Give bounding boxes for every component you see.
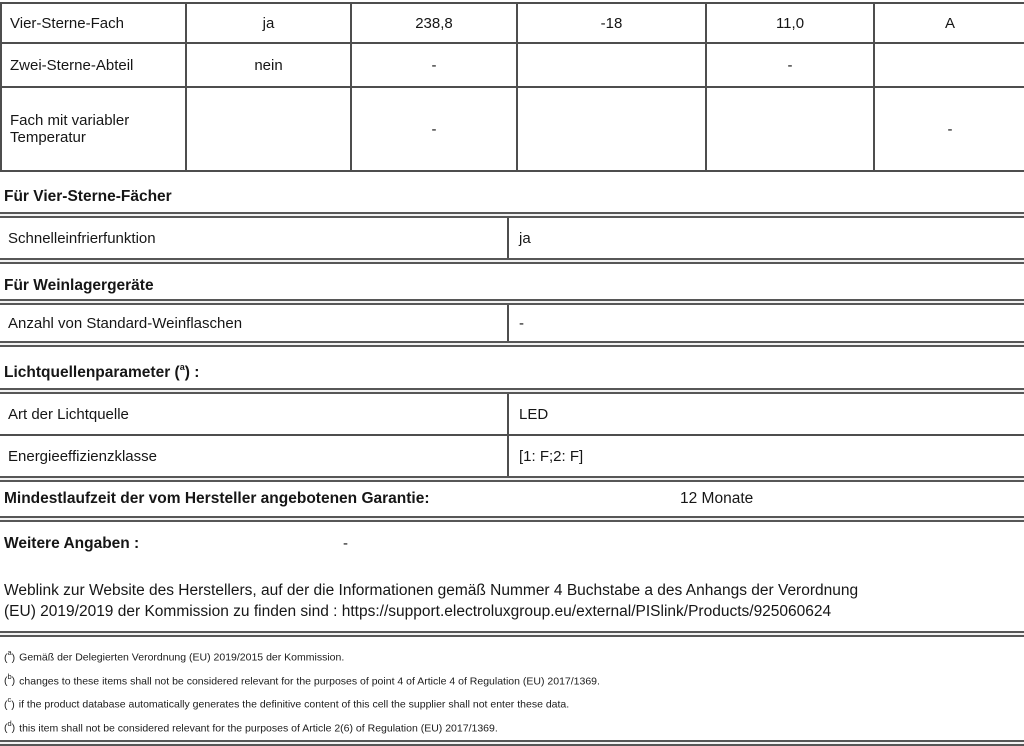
divider [0,631,1024,638]
section-heading-wine: Für Weinlagergeräte [4,277,154,294]
table-row-variable-temp: Fach mit variabler Temperatur - - [0,86,1024,172]
footnotes: (a) Gemäß der Delegierten Verordnung (EU)… [0,644,1024,738]
weblink-line: (EU) 2019/2019 der Kommission zu finden … [4,603,832,621]
guarantee-value: 12 Monate [680,490,754,508]
cell-value [185,86,352,172]
footnote-marker: (d) [4,718,16,735]
cell-value: ja [185,2,352,44]
footnote-d: (d) this item shall not be considered rel… [4,715,1024,739]
divider [0,341,1024,347]
row-guarantee: Mindestlaufzeit der vom Hersteller angeb… [0,482,1024,516]
heading-superscript: a [179,362,185,372]
weblink-line: Weblink zur Website des Herstellers, auf… [4,582,859,600]
cell-value: - [873,86,1024,172]
manufacturer-weblink-text: Weblink zur Website des Herstellers, auf… [0,580,1024,622]
row-label: Fach mit variabler Temperatur [0,86,187,172]
row-wine-bottles: Anzahl von Standard-Weinflaschen - [0,305,1024,341]
divider [0,516,1024,523]
divider [0,388,1024,395]
cell-value [516,42,707,88]
footnote-marker: (b) [4,671,16,688]
footnote-marker: (c) [4,695,15,711]
heading-text: ) : [184,364,200,382]
footnote-c: (c) if the product database automatically… [4,691,1024,715]
cell-value: - [350,86,518,172]
divider [0,740,1024,746]
row-label: Anzahl von Standard-Weinflaschen [8,314,243,332]
row-energy-class: Energieeffizienzklasse [1: F;2: F] [0,436,1024,477]
row-label: Zwei-Sterne-Abteil [0,42,187,88]
table-row-two-star: Zwei-Sterne-Abteil nein - - [0,42,1024,88]
divider [0,476,1024,483]
footnote-text: changes to these items shall not be cons… [19,675,600,688]
cell-value: - [350,42,518,88]
cell-value: A [873,2,1024,44]
divider [0,258,1024,264]
row-value: - [507,305,1024,341]
cell-value [516,86,707,172]
footnote-text: this item shall not be considered releva… [19,722,498,735]
cell-value: 238,8 [350,2,518,44]
additional-value: - [343,535,348,553]
cell-value: nein [185,42,352,88]
divider [0,434,1024,437]
cell-value [705,86,875,172]
guarantee-label: Mindestlaufzeit der vom Hersteller angeb… [4,490,430,508]
row-value: LED [507,394,1024,435]
cell-value [873,42,1024,88]
footnote-text: if the product database automatically ge… [18,698,570,711]
section-heading-lightsource: Lichtquellenparameter (a) : [0,359,1024,382]
cell-value: - [705,42,875,88]
row-fast-freeze: Schnelleinfrierfunktion ja [0,218,1024,258]
row-label: Energieeffizienzklasse [8,447,157,465]
section-heading-four-star: Für Vier-Sterne-Fächer [4,188,172,205]
footnote-b: (b) changes to these items shall not be c… [4,668,1024,692]
row-additional-info: Weitere Angaben : - [0,535,1024,555]
row-label: Vier-Sterne-Fach [0,2,187,44]
row-label: Schnelleinfrierfunktion [8,229,156,247]
footnote-a: (a) Gemäß der Delegierten Verordnung (EU)… [4,644,1024,668]
row-label: Art der Lichtquelle [8,405,129,423]
table-row-four-star: Vier-Sterne-Fach ja 238,8 -18 11,0 A [0,2,1024,44]
footnote-marker: (a) [4,648,16,664]
heading-text: Lichtquellenparameter ( [4,364,180,382]
additional-label: Weitere Angaben : [4,535,140,553]
row-value: [1: F;2: F] [507,436,1024,477]
footnote-text: Gemäß der Delegierten Verordnung (EU) 20… [19,651,345,664]
row-value: ja [507,218,1024,258]
row-light-type: Art der Lichtquelle LED [0,394,1024,435]
cell-value: -18 [516,2,707,44]
cell-value: 11,0 [705,2,875,44]
divider [0,299,1024,305]
compartment-table: Vier-Sterne-Fach ja 238,8 -18 11,0 A Zwe… [0,2,1024,172]
divider [0,212,1024,218]
